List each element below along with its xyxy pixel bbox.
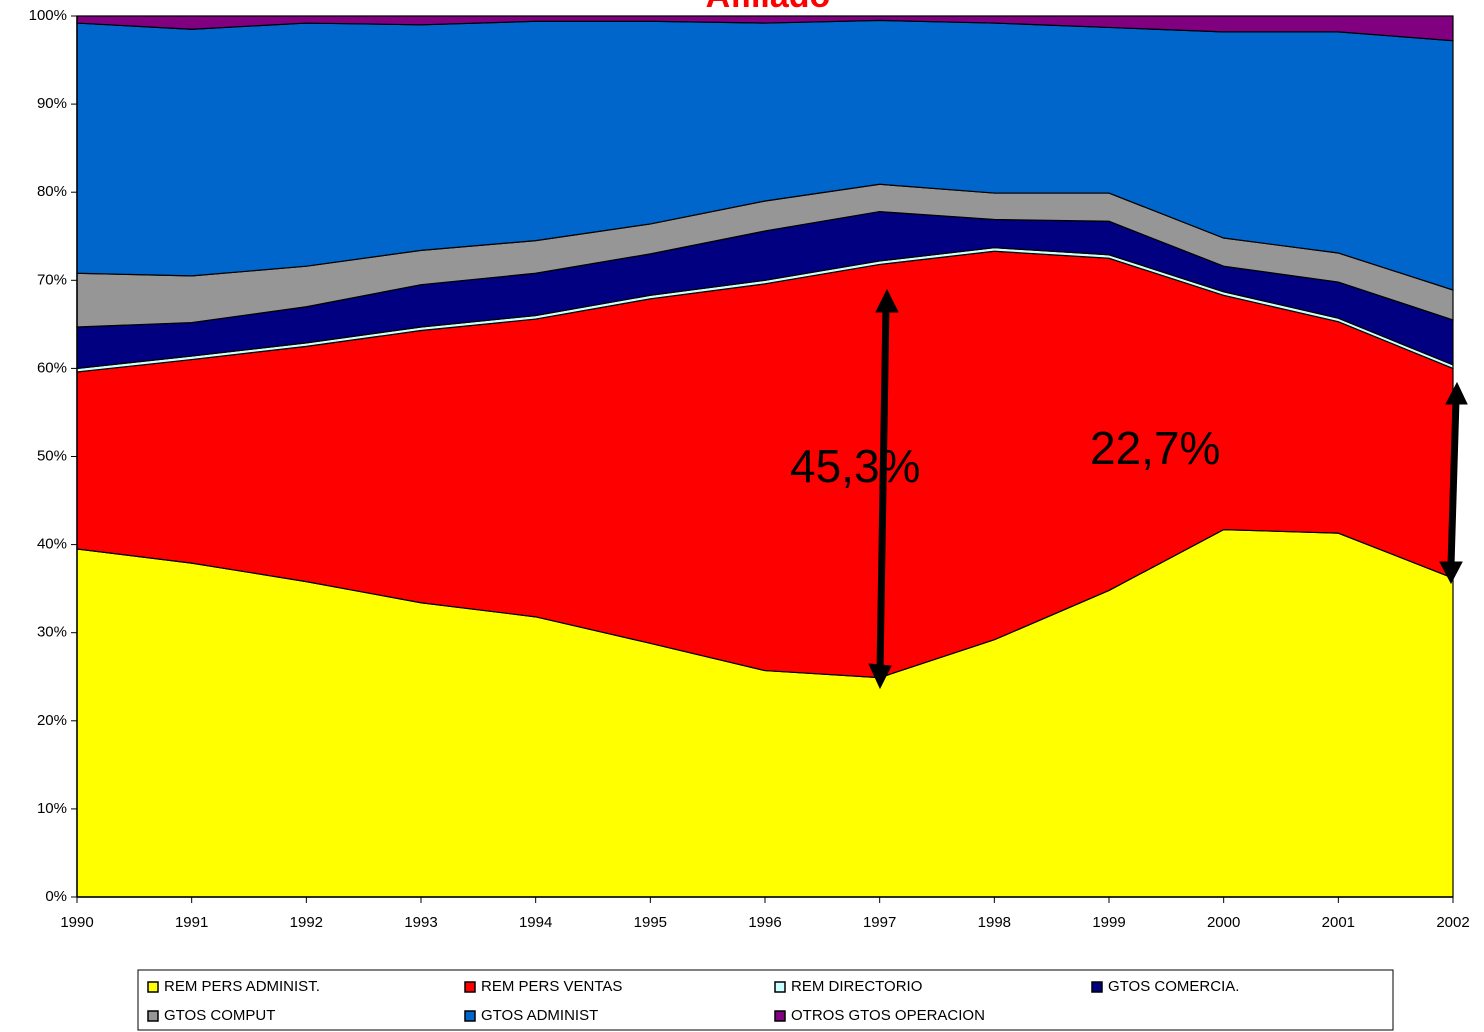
y-tick-label: 80%	[37, 183, 67, 200]
x-tick-label: 1997	[863, 914, 896, 931]
y-tick-label: 40%	[37, 536, 67, 553]
legend-label: GTOS ADMINIST	[481, 1007, 598, 1024]
annotation: 45,3%	[790, 440, 920, 492]
legend-label: GTOS COMERCIA.	[1108, 978, 1239, 995]
y-tick-label: 30%	[37, 624, 67, 641]
y-tick-label: 20%	[37, 712, 67, 729]
legend-swatch	[464, 981, 476, 993]
x-tick-label: 1994	[519, 914, 552, 931]
x-tick-label: 1992	[290, 914, 323, 931]
legend-swatch	[147, 981, 159, 993]
x-tick-label: 2001	[1322, 914, 1355, 931]
x-tick-label: 1996	[748, 914, 781, 931]
legend-swatch	[464, 1010, 476, 1022]
legend-swatch	[774, 981, 786, 993]
annotation: 22,7%	[1090, 422, 1220, 474]
chart-title: Afiliado	[706, 0, 831, 15]
y-tick-label: 50%	[37, 447, 67, 464]
area	[76, 15, 1454, 42]
x-tick-label: 2000	[1207, 914, 1240, 931]
y-tick-label: 70%	[37, 271, 67, 288]
legend-label: REM DIRECTORIO	[791, 978, 922, 995]
x-tick-label: 2002	[1436, 914, 1469, 931]
legend-swatch	[1091, 981, 1103, 993]
y-tick-label: 10%	[37, 800, 67, 817]
legend-swatch	[774, 1010, 786, 1022]
x-tick-label: 1999	[1092, 914, 1125, 931]
y-tick-label: 0%	[45, 888, 67, 905]
x-tick-label: 1993	[404, 914, 437, 931]
legend-label: GTOS COMPUT	[164, 1007, 275, 1024]
legend-swatch	[147, 1010, 159, 1022]
legend-label: OTROS GTOS OPERACION	[791, 1007, 985, 1024]
x-tick-label: 1991	[175, 914, 208, 931]
legend-label: REM PERS ADMINIST.	[164, 978, 320, 995]
x-tick-label: 1995	[634, 914, 667, 931]
arrow	[868, 288, 899, 690]
x-tick-label: 1998	[978, 914, 1011, 931]
y-tick-label: 100%	[29, 7, 67, 24]
y-tick-label: 90%	[37, 95, 67, 112]
arrow	[1439, 381, 1468, 585]
legend	[137, 969, 1394, 1031]
x-tick-label: 1990	[60, 914, 93, 931]
y-tick-label: 60%	[37, 359, 67, 376]
plot-area	[76, 15, 1454, 898]
legend-label: REM PERS VENTAS	[481, 978, 622, 995]
